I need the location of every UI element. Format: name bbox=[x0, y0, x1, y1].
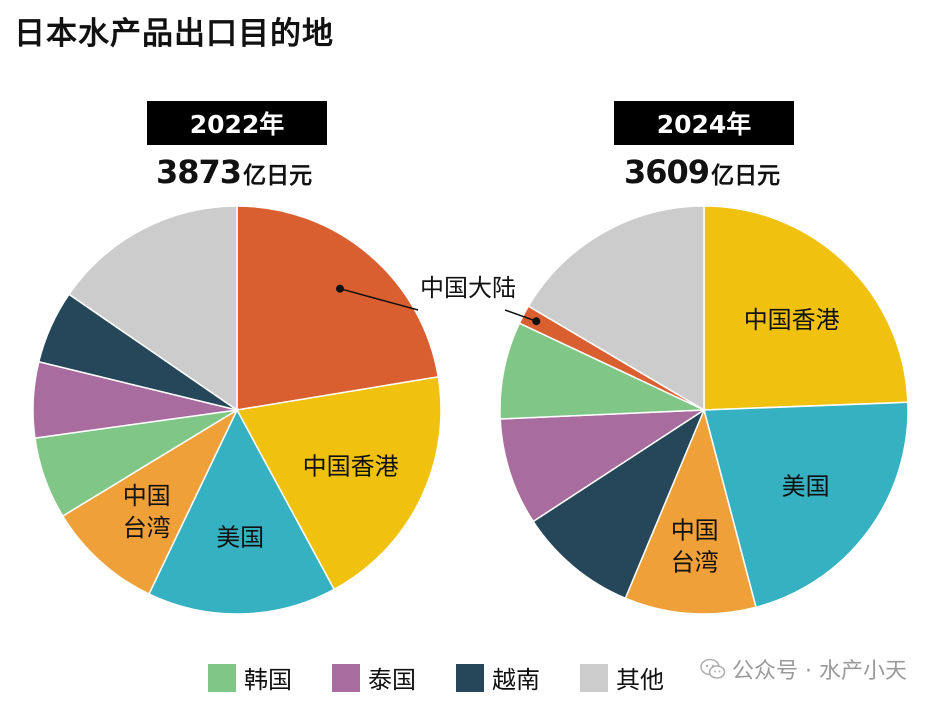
total-2022-number: 3873 bbox=[156, 153, 242, 191]
pie-0-callout-dot bbox=[336, 284, 344, 293]
chart-title: 日本水产品出口目的地 bbox=[14, 16, 334, 52]
legend-label-vietnam: 越南 bbox=[492, 666, 540, 694]
total-2024-number: 3609 bbox=[624, 153, 710, 191]
legend-swatch-other bbox=[580, 663, 608, 692]
pie-1-slice-other bbox=[527, 205, 705, 412]
pie-1-label-taiwan: 中国台湾 bbox=[671, 516, 719, 576]
pie-0-slice-hong-kong bbox=[235, 375, 442, 591]
pie-1-callout-line bbox=[504, 309, 537, 322]
total-2022-unit: 亿日元 bbox=[243, 163, 313, 189]
legend-label-thailand: 泰国 bbox=[368, 666, 416, 694]
pie-0-slice-usa bbox=[147, 408, 336, 615]
pie-1-label-hong-kong: 中国香港 bbox=[744, 306, 840, 334]
year-label-2024: 2024年 bbox=[614, 101, 794, 145]
pie-0-slice-mainland-china bbox=[236, 205, 440, 411]
legend-swatch-thailand bbox=[332, 663, 360, 692]
pie-0-slice-other bbox=[67, 205, 238, 412]
legend-item-korea: 韩国 bbox=[208, 660, 292, 695]
pie-0-label-hong-kong: 中国香港 bbox=[303, 453, 399, 481]
legend-label-korea: 韩国 bbox=[244, 666, 292, 694]
legend-item-other: 其他 bbox=[580, 660, 664, 695]
pie-1-label-mainland-china: 中国大陆 bbox=[420, 274, 516, 302]
legend-swatch-vietnam bbox=[456, 663, 484, 692]
pie-1-label-usa: 美国 bbox=[782, 472, 830, 500]
pie-0-label-taiwan: 中国台湾 bbox=[123, 482, 171, 542]
legend: 韩国 泰国 越南 其他 bbox=[208, 660, 704, 695]
pie-1-slice-hong-kong bbox=[703, 205, 909, 411]
pie-1-slice-vietnam bbox=[532, 408, 706, 600]
total-2022: 3873亿日元 bbox=[156, 153, 312, 191]
pie-1-slice-korea bbox=[499, 322, 705, 420]
watermark: 公众号 · 水产小天 bbox=[700, 653, 907, 685]
legend-item-thailand: 泰国 bbox=[332, 660, 416, 695]
pie-1-callout-dot bbox=[532, 317, 541, 326]
wechat-icon bbox=[700, 658, 726, 679]
legend-label-other: 其他 bbox=[616, 666, 664, 694]
pie-0-label-mainland-china: 中国大陆 bbox=[422, 274, 518, 302]
legend-swatch-korea bbox=[208, 663, 236, 692]
pie-1-slice-usa bbox=[703, 401, 909, 609]
total-2024: 3609亿日元 bbox=[624, 153, 780, 191]
watermark-text: 公众号 · 水产小天 bbox=[732, 659, 907, 684]
total-2024-unit: 亿日元 bbox=[711, 163, 781, 189]
legend-item-vietnam: 越南 bbox=[456, 660, 540, 695]
pie-0-label-usa: 美国 bbox=[216, 523, 264, 551]
pie-1-slice-thailand bbox=[499, 409, 707, 523]
pie-0-slice-taiwan bbox=[61, 408, 239, 596]
pie-1-slice-taiwan bbox=[624, 407, 757, 615]
pie-0-callout-line bbox=[339, 287, 419, 311]
year-label-2022: 2022年 bbox=[147, 101, 327, 145]
